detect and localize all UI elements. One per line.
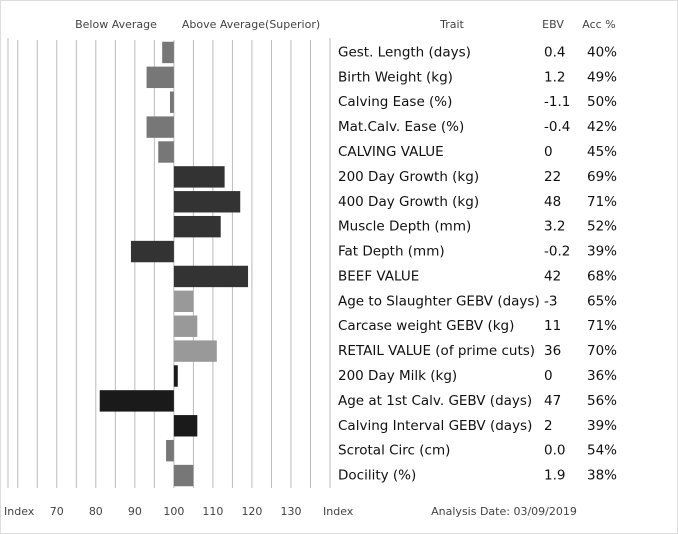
- ebv: 11: [544, 318, 561, 334]
- bar: [173, 315, 198, 337]
- x-tick-label: 120: [241, 505, 262, 518]
- ebv: 0.4: [544, 44, 565, 60]
- ebv: -1.1: [544, 94, 570, 110]
- bar: [173, 191, 241, 213]
- bar: [99, 390, 174, 412]
- bar: [173, 290, 194, 313]
- bar: [166, 439, 174, 462]
- trait: 400 Day Growth (kg): [338, 194, 479, 210]
- bar: [146, 116, 174, 138]
- x-tick-label: 80: [89, 505, 103, 518]
- trait: Fat Depth (mm): [338, 244, 445, 260]
- ebv: 47: [544, 393, 561, 409]
- bar: [173, 166, 225, 188]
- acc: 38%: [587, 468, 617, 484]
- trait: BEEF VALUE: [338, 268, 419, 284]
- acc: 50%: [587, 94, 617, 110]
- ebv: 42: [544, 268, 561, 284]
- x-tick-label: 110: [202, 505, 223, 518]
- trait: Docility (%): [338, 468, 416, 484]
- acc: 52%: [587, 219, 617, 235]
- bar: [173, 265, 249, 288]
- acc: 36%: [587, 368, 617, 384]
- acc: 69%: [587, 169, 617, 185]
- acc: 49%: [587, 69, 617, 85]
- ebv: -0.4: [544, 119, 570, 135]
- acc: 68%: [587, 268, 617, 284]
- ebv: -3: [544, 293, 557, 309]
- bar: [169, 91, 174, 113]
- trait: CALVING VALUE: [338, 144, 444, 160]
- ebv: 0.0: [544, 443, 565, 459]
- trait: Age at 1st Calv. GEBV (days): [338, 393, 532, 409]
- bar: [173, 415, 198, 437]
- analysis-date: Analysis Date: 03/09/2019: [431, 505, 577, 518]
- bar: [173, 340, 217, 362]
- bar: [146, 66, 174, 89]
- trait: Mat.Calv. Ease (%): [338, 119, 464, 135]
- bar: [158, 141, 174, 163]
- trait: 200 Day Milk (kg): [338, 368, 457, 384]
- left-header: Below Average: [75, 18, 157, 31]
- acc: 71%: [587, 318, 617, 334]
- ebv: -0.2: [544, 244, 570, 260]
- ebv: 36: [544, 343, 561, 359]
- acc: 45%: [587, 144, 617, 160]
- x-tick-label: 70: [50, 505, 64, 518]
- trait: Age to Slaughter GEBV (days): [338, 293, 540, 309]
- x-tick-label: 130: [280, 505, 301, 518]
- acc: 42%: [587, 119, 617, 135]
- trait: Muscle Depth (mm): [338, 219, 471, 235]
- x-tick-label: 100: [163, 505, 184, 518]
- acc: 39%: [587, 418, 617, 434]
- acc: 70%: [587, 343, 617, 359]
- acc: 71%: [587, 194, 617, 210]
- acc-header: Acc %: [582, 18, 615, 31]
- acc: 65%: [587, 293, 617, 309]
- x-tick-label: 90: [128, 505, 142, 518]
- acc: 56%: [587, 393, 617, 409]
- acc: 40%: [587, 44, 617, 60]
- trait: Birth Weight (kg): [338, 69, 453, 85]
- bar: [173, 365, 178, 387]
- trait-header: Trait: [439, 18, 464, 31]
- acc: 39%: [587, 244, 617, 260]
- right-header: Above Average(Superior): [182, 18, 320, 31]
- ebv: 0: [544, 368, 553, 384]
- ebv-header: EBV: [542, 18, 564, 31]
- acc: 54%: [587, 443, 617, 459]
- ebv: 22: [544, 169, 561, 185]
- x-label: Index: [4, 505, 35, 518]
- trait: 200 Day Growth (kg): [338, 169, 479, 185]
- bar: [130, 240, 174, 263]
- trait: Calving Interval GEBV (days): [338, 418, 532, 434]
- ebv: 1.9: [544, 468, 565, 484]
- trait: Carcase weight GEBV (kg): [338, 318, 514, 334]
- trait: RETAIL VALUE (of prime cuts): [338, 343, 535, 359]
- trait: Gest. Length (days): [338, 44, 471, 60]
- bar: [162, 41, 174, 64]
- ebv: 2: [544, 418, 553, 434]
- bar: [173, 215, 221, 238]
- ebv: 0: [544, 144, 553, 160]
- ebv: 48: [544, 194, 561, 210]
- trait: Scrotal Circ (cm): [338, 443, 450, 459]
- table-label: Index: [323, 505, 354, 518]
- bar: [173, 464, 194, 487]
- trait: Calving Ease (%): [338, 94, 452, 110]
- ebv: 3.2: [544, 219, 565, 235]
- ebv: 1.2: [544, 69, 565, 85]
